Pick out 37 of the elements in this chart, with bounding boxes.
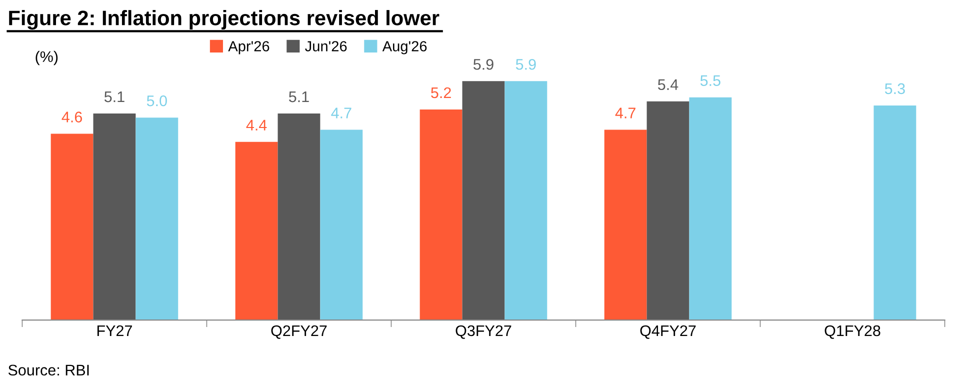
source-note: Source: RBI [8, 364, 89, 376]
x-tick-label: FY27 [97, 325, 132, 336]
data-label: 5.4 [658, 79, 678, 90]
bar [136, 118, 178, 320]
data-label: 5.3 [884, 83, 905, 94]
legend-label: Jun'26 [305, 41, 347, 52]
bar [504, 81, 548, 320]
data-label: 5.2 [431, 87, 451, 98]
bar [320, 130, 363, 320]
bar [462, 81, 505, 320]
bar [93, 114, 136, 320]
bar [689, 97, 732, 320]
bar [874, 105, 916, 320]
x-tick-label: Q3FY27 [456, 325, 512, 339]
legend-label: Aug'26 [382, 41, 427, 54]
y-axis-title: (%) [36, 50, 58, 66]
data-label: 4.6 [62, 112, 82, 122]
data-label: 4.7 [615, 108, 636, 118]
data-label: 5.9 [516, 58, 536, 70]
bar [604, 130, 647, 320]
data-label: 5.1 [288, 92, 309, 102]
legend-label: Apr'26 [228, 41, 270, 54]
x-tick-label: Q1FY28 [824, 325, 880, 339]
bar [420, 110, 462, 320]
data-label: 5.1 [104, 92, 124, 102]
data-label: 4.4 [246, 120, 267, 130]
chart-title: Figure 2: Inflation projections revised lower [9, 10, 440, 30]
data-label: 5.5 [700, 75, 720, 86]
x-tick-label: Q4FY27 [640, 325, 696, 339]
bar [278, 114, 320, 320]
bar [646, 101, 690, 320]
data-label: 5.9 [473, 58, 494, 70]
x-tick-label: Q2FY27 [271, 325, 327, 339]
data-label: 5.0 [146, 95, 167, 106]
data-label: 4.7 [331, 108, 352, 118]
bar [235, 142, 278, 320]
bar [50, 134, 94, 320]
